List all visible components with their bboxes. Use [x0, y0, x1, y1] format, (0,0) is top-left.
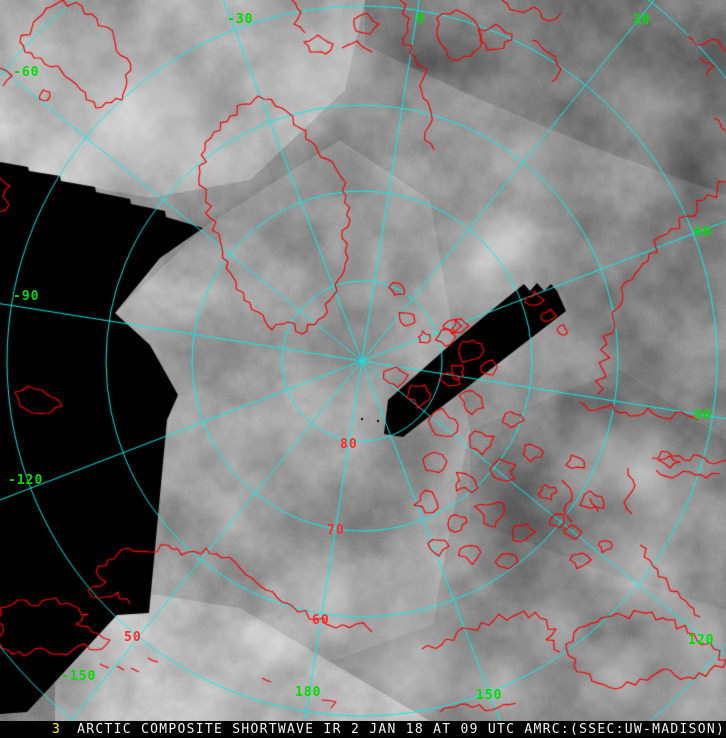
latitude-label-60: 60 — [312, 613, 330, 628]
longitude-label-0: 0 — [416, 12, 425, 27]
latitude-label-70: 70 — [327, 523, 345, 538]
longitude-label-30: 30 — [633, 13, 651, 28]
caption-text: ARCTIC COMPOSITE SHORTWAVE IR 2 JAN 18 A… — [77, 722, 726, 737]
longitude-label-120: 120 — [688, 633, 715, 648]
longitude-label-60: 60 — [694, 225, 712, 240]
longitude-label-90: 90 — [694, 408, 712, 423]
longitude-label--120: -120 — [8, 473, 44, 488]
satellite-imagery-canvas — [0, 0, 726, 721]
caption-bar: 3 ARCTIC COMPOSITE SHORTWAVE IR 2 JAN 18… — [0, 721, 726, 738]
satellite-map: -60 -30 0 30 60 90 120 150 180 -150 -120 -90 80 70 60 5… — [0, 0, 726, 721]
longitude-label--150: -150 — [61, 669, 97, 684]
latitude-label-80: 80 — [340, 437, 358, 452]
longitude-label--30: -30 — [227, 12, 254, 27]
caption-channel-number: 3 — [52, 722, 62, 737]
longitude-label-150: 150 — [476, 688, 503, 703]
longitude-label--90: -90 — [13, 289, 40, 304]
latitude-label-50: 50 — [124, 630, 142, 645]
longitude-label-180: 180 — [295, 685, 322, 700]
longitude-label--60: -60 — [13, 65, 40, 80]
